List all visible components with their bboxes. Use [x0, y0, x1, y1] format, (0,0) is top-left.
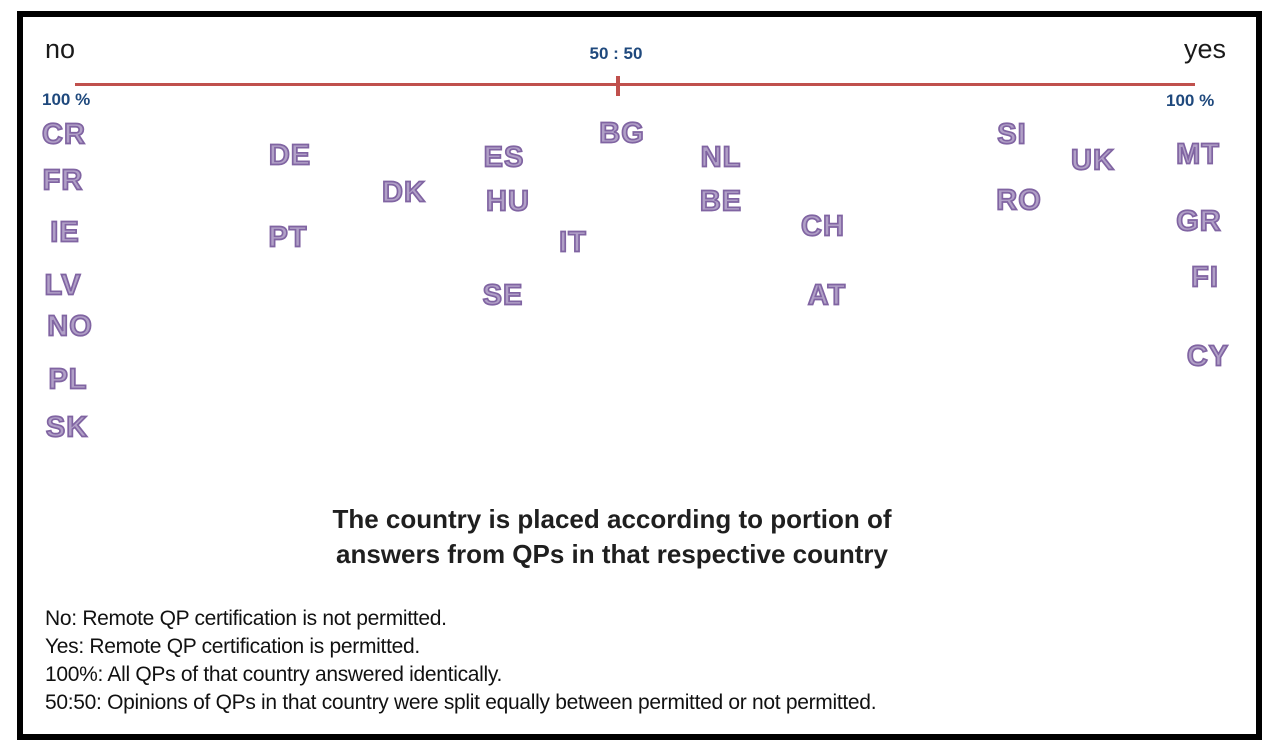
figure-caption: The country is placed according to porti…	[242, 502, 982, 572]
caption-line-1: The country is placed according to porti…	[332, 504, 892, 534]
legend-line-100: 100%: All QPs of that country answered i…	[45, 663, 503, 686]
legend-line-no: No: Remote QP certification is not permi…	[45, 607, 447, 630]
figure-legend: No: Remote QP certification is not permi…	[45, 605, 877, 717]
axis-center-label: 50 : 50	[589, 44, 643, 63]
figure-border	[17, 11, 1262, 740]
legend-line-5050: 50:50: Opinions of QPs in that country w…	[45, 691, 877, 714]
axis-right-scale-label: 100 %	[1166, 91, 1215, 110]
axis-line	[75, 83, 1195, 86]
axis-left-scale-label: 100 %	[42, 90, 91, 109]
axis-left-endpoint-label: no	[45, 34, 76, 64]
legend-line-yes: Yes: Remote QP certification is permitte…	[45, 635, 420, 658]
axis-right-endpoint-label: yes	[1184, 34, 1227, 64]
axis-center-tick	[616, 76, 620, 96]
caption-line-2: answers from QPs in that respective coun…	[336, 539, 888, 569]
